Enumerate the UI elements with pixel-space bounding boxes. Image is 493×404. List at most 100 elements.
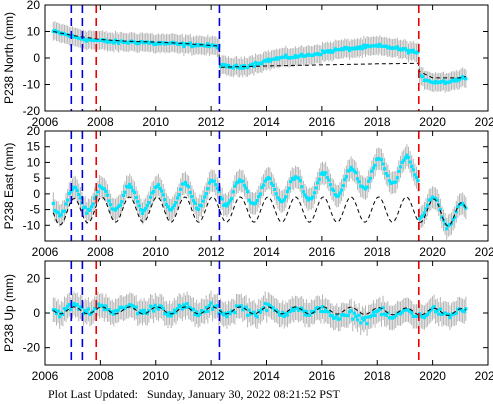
east-x-tick-label: 2012 <box>198 245 225 259</box>
east-data-point <box>303 193 307 197</box>
up-data-point <box>379 313 384 317</box>
east-data-point <box>217 189 221 193</box>
up-data-point <box>81 311 86 316</box>
east-data-point <box>215 186 219 190</box>
east-data-point <box>104 189 108 193</box>
north-data-point <box>405 48 409 53</box>
north-data-point <box>441 79 446 83</box>
up-data-point <box>289 309 293 313</box>
east-data-point <box>230 196 234 201</box>
north-data-point <box>347 48 352 53</box>
east-x-tick-label: 2022 <box>475 245 493 259</box>
up-data-point <box>140 311 145 315</box>
up-data-point <box>394 314 398 318</box>
north-data-point <box>239 64 243 68</box>
east-x-tick-label: 2020 <box>419 245 446 259</box>
north-data-point <box>253 60 258 65</box>
up-data-point <box>83 309 87 313</box>
east-data-points <box>51 153 468 231</box>
up-data-point <box>198 312 202 316</box>
east-data-point <box>115 206 119 210</box>
north-data-point <box>403 47 407 51</box>
east-data-point <box>440 215 444 219</box>
up-data-point <box>410 311 414 315</box>
east-y-tick-label: 0 <box>33 187 40 201</box>
up-data-point <box>454 311 458 315</box>
up-y-axis-label: P238 Up (mm) <box>2 274 16 352</box>
east-data-point <box>403 156 407 160</box>
up-data-point <box>351 317 355 321</box>
east-data-point <box>386 174 390 178</box>
east-data-point <box>123 190 127 194</box>
east-data-point <box>300 185 304 189</box>
east-data-point <box>74 185 78 190</box>
north-x-tick-label: 2022 <box>475 115 493 129</box>
up-data-point <box>320 305 325 309</box>
east-data-point <box>199 204 204 208</box>
north-data-point <box>218 65 223 69</box>
up-data-point <box>362 318 366 322</box>
east-data-point <box>314 186 318 190</box>
east-data-point <box>261 183 266 187</box>
north-data-point <box>260 62 264 66</box>
east-y-tick-label: -5 <box>29 203 40 217</box>
up-data-point <box>203 310 207 314</box>
up-data-point <box>182 303 186 307</box>
east-data-point <box>464 206 468 210</box>
up-data-point <box>123 306 127 310</box>
north-data-point <box>453 79 457 83</box>
east-data-point <box>247 198 251 202</box>
east-data-point <box>429 197 433 202</box>
east-data-point <box>190 194 194 199</box>
up-data-point <box>429 308 433 312</box>
north-data-point <box>359 45 363 49</box>
north-data-point <box>282 55 286 59</box>
north-data-point <box>115 40 119 44</box>
east-data-point <box>402 158 406 163</box>
up-data-point <box>169 314 173 318</box>
up-data-point <box>139 309 143 313</box>
east-data-point <box>317 177 321 181</box>
up-data-point <box>255 315 259 319</box>
up-x-tick-label: 2006 <box>32 369 59 383</box>
east-data-point <box>400 160 404 165</box>
north-data-point <box>104 38 108 42</box>
up-data-point <box>147 308 151 313</box>
up-data-point <box>145 311 149 316</box>
east-data-point <box>144 207 148 211</box>
up-data-point <box>220 311 224 315</box>
north-data-point <box>252 64 256 68</box>
up-data-point <box>54 311 59 316</box>
north-data-point <box>378 42 382 47</box>
east-data-point <box>118 203 122 207</box>
east-data-point <box>142 208 146 212</box>
east-data-point <box>70 187 75 192</box>
up-data-point <box>258 310 262 314</box>
east-data-point <box>120 200 124 204</box>
east-data-point <box>175 196 180 200</box>
east-data-point <box>83 205 87 209</box>
north-data-point <box>376 44 380 48</box>
east-data-point <box>451 217 455 222</box>
north-x-tick-label: 2020 <box>419 115 446 129</box>
east-data-point <box>405 153 409 157</box>
up-data-point <box>239 304 243 308</box>
up-data-point <box>322 309 326 314</box>
east-data-point <box>292 177 296 181</box>
up-x-tick-label: 2018 <box>364 369 391 383</box>
up-data-point <box>261 306 266 310</box>
east-data-point <box>453 215 457 219</box>
east-data-point <box>69 190 73 194</box>
east-data-point <box>218 195 223 199</box>
east-data-point <box>438 208 442 212</box>
east-data-point <box>126 185 130 189</box>
up-x-tick-label: 2012 <box>198 369 225 383</box>
east-data-point <box>78 196 82 200</box>
north-y-axis-label: P238 North (mm) <box>2 12 16 104</box>
east-x-tick-label: 2016 <box>309 245 336 259</box>
east-data-point <box>132 190 137 195</box>
up-data-point <box>120 305 124 309</box>
east-panel: 200620082010201220142016201820202022-10-… <box>2 124 493 259</box>
east-data-point <box>424 207 428 211</box>
north-y-tick-label: -10 <box>23 78 41 92</box>
